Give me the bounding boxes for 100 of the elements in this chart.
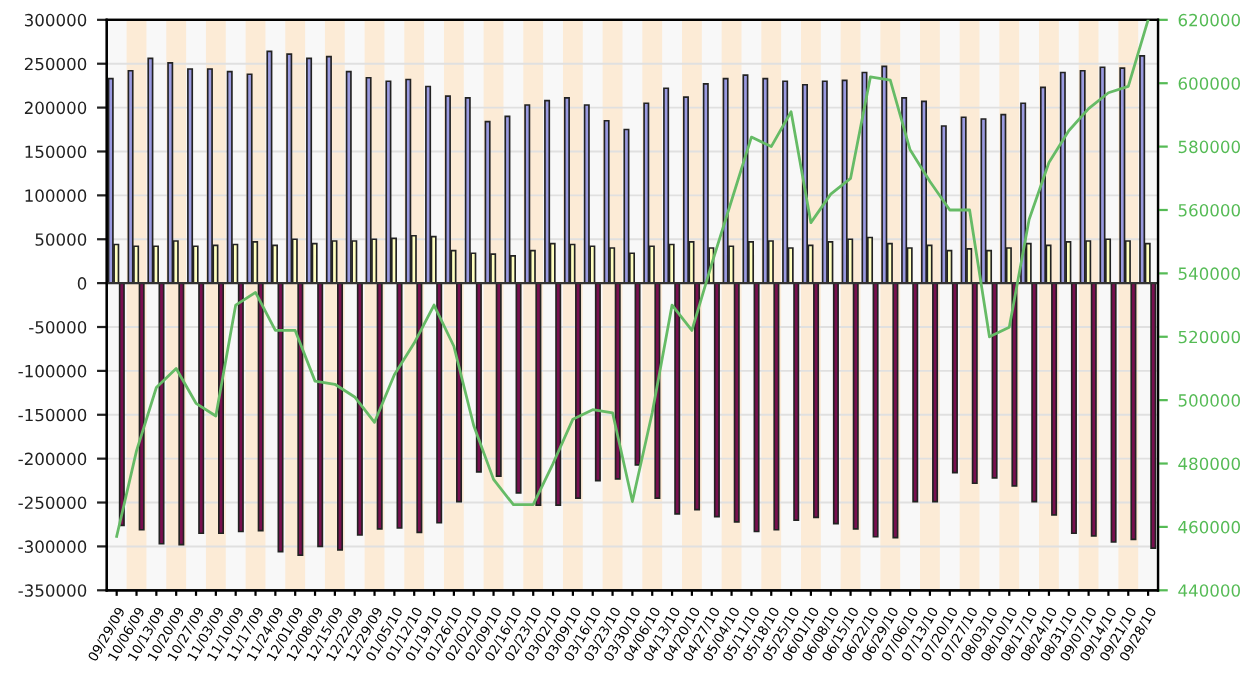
bar (991, 282, 998, 479)
bar (1070, 282, 1077, 535)
bar (206, 68, 213, 284)
bar (1059, 71, 1066, 284)
y-tick-label: 0 (77, 277, 87, 290)
bar (971, 282, 978, 485)
bar (138, 282, 145, 531)
bar (872, 282, 879, 538)
y-tick-label: -250000 (18, 496, 87, 510)
y-tick-label: 300000 (24, 13, 87, 27)
bar (782, 80, 789, 284)
y2-tick-label: 520000 (1178, 330, 1240, 344)
y-tick-label: -300000 (18, 540, 87, 553)
y2-tick-label: 500000 (1178, 394, 1240, 407)
bar (217, 282, 225, 535)
bar (356, 282, 363, 536)
bar (306, 57, 313, 284)
bar (456, 282, 463, 503)
bar (563, 97, 570, 284)
bar (1079, 69, 1086, 284)
bar (881, 65, 888, 284)
y-tick-label: 200000 (24, 101, 87, 115)
bar (425, 85, 432, 284)
bar (515, 282, 522, 494)
bar (614, 282, 621, 480)
bar (841, 79, 848, 284)
bar (226, 70, 233, 284)
bar (345, 70, 352, 284)
bar (920, 100, 927, 284)
bar (733, 282, 740, 523)
bar (277, 282, 284, 553)
bar (742, 74, 749, 284)
bar (376, 282, 383, 530)
bar (1099, 66, 1106, 284)
y-tick-label: 50000 (35, 233, 87, 246)
bar (832, 282, 839, 525)
bar (1020, 102, 1027, 284)
bar (1090, 282, 1097, 537)
y-tick-label: -50000 (29, 320, 87, 334)
bar (504, 115, 511, 284)
bar (960, 116, 967, 284)
bar (286, 53, 293, 284)
y2-tick-label: 600000 (1178, 77, 1240, 90)
bar (852, 282, 859, 530)
bar (167, 62, 174, 284)
bar (643, 102, 650, 284)
bar (1039, 86, 1047, 284)
y-tick-label: 150000 (25, 145, 87, 159)
bar (702, 83, 709, 284)
y2-tick-label: 440000 (1178, 584, 1240, 597)
y-tick-label: 250000 (24, 57, 87, 71)
bar (980, 118, 987, 284)
bar (901, 97, 908, 284)
bar (266, 50, 273, 284)
y2-tick-label: 620000 (1178, 13, 1240, 27)
bar (583, 104, 590, 284)
bar (682, 96, 689, 284)
y2-tick-label: 580000 (1178, 140, 1240, 154)
bar (544, 99, 551, 284)
y2-tick-label: 460000 (1178, 520, 1240, 534)
bar (396, 282, 403, 529)
bar (337, 282, 344, 551)
bar (762, 77, 769, 284)
bar (663, 87, 670, 284)
bar (127, 69, 134, 284)
bar (1000, 113, 1007, 284)
bar (753, 282, 760, 533)
bar (1139, 54, 1146, 284)
y2-tick-label: 480000 (1178, 457, 1240, 471)
bar (594, 282, 601, 482)
bar (1110, 282, 1117, 543)
bar (365, 76, 372, 284)
y-tick-label: -100000 (18, 364, 87, 378)
bar (385, 80, 392, 284)
bar (187, 68, 194, 284)
bar (524, 104, 531, 284)
bar (405, 78, 412, 284)
line-series (115, 19, 1150, 538)
y-tick-label: 100000 (25, 189, 87, 202)
bar (634, 282, 641, 466)
bar (257, 282, 264, 532)
bar (444, 95, 451, 284)
bar (951, 282, 958, 474)
y2-tick-label: 560000 (1178, 203, 1240, 217)
bar (495, 282, 502, 478)
y2-tick-label: 540000 (1178, 267, 1240, 280)
bar (246, 73, 253, 284)
bar (940, 125, 947, 284)
y-tick-label: -350000 (18, 584, 87, 597)
bar (861, 71, 868, 284)
bar (603, 119, 610, 284)
bar (1119, 67, 1126, 284)
bar (623, 128, 630, 284)
bar (325, 55, 332, 284)
bar (821, 80, 828, 284)
bar (484, 120, 491, 284)
bar (237, 282, 244, 533)
bar (713, 282, 720, 518)
bar (722, 77, 729, 284)
y-tick-label: -200000 (18, 452, 87, 466)
